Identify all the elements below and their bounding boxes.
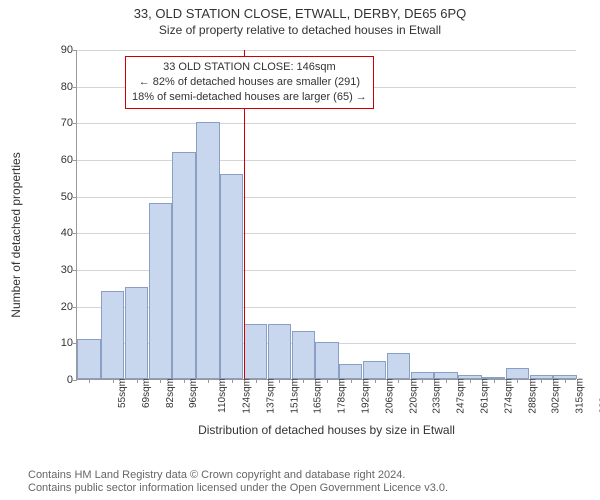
y-tick-label: 20 — [49, 301, 73, 313]
annotation-box: 33 OLD STATION CLOSE: 146sqm ← 82% of de… — [125, 56, 374, 109]
y-tick-label: 0 — [49, 374, 73, 386]
x-tick-label: 192sqm — [361, 378, 372, 414]
annotation-line-3: 18% of semi-detached houses are larger (… — [132, 90, 367, 105]
x-tick-label: 206sqm — [384, 378, 395, 414]
x-tick-label: 261sqm — [480, 378, 491, 414]
bar — [411, 372, 434, 379]
x-tick-label: 69sqm — [141, 378, 152, 408]
bar — [315, 342, 338, 379]
bar — [268, 324, 291, 379]
x-axis-label: Distribution of detached houses by size … — [198, 423, 455, 437]
y-tick-label: 80 — [49, 81, 73, 93]
x-tick-label: 233sqm — [432, 378, 443, 414]
y-tick-label: 50 — [49, 191, 73, 203]
y-tick-label: 60 — [49, 154, 73, 166]
x-tick-label: 220sqm — [408, 378, 419, 414]
bar — [172, 152, 195, 379]
bar — [101, 291, 124, 379]
y-tick-label: 40 — [49, 227, 73, 239]
x-tick-label: 110sqm — [217, 378, 228, 413]
bar — [196, 122, 219, 379]
chart-container: Number of detached properties 0102030405… — [46, 50, 576, 420]
x-tick-label: 82sqm — [165, 378, 176, 408]
footer-line-2: Contains public sector information licen… — [28, 482, 448, 496]
x-tick-label: 315sqm — [575, 378, 586, 414]
bar — [387, 353, 410, 379]
footer-line-1: Contains HM Land Registry data © Crown c… — [28, 469, 448, 483]
x-tick-label: 178sqm — [337, 378, 348, 414]
plot-area: 0102030405060708090 55sqm69sqm82sqm96sqm… — [76, 50, 576, 380]
x-tick-label: 288sqm — [527, 378, 538, 414]
chart-title: 33, OLD STATION CLOSE, ETWALL, DERBY, DE… — [0, 0, 600, 23]
x-tick-label: 247sqm — [456, 378, 467, 414]
bar — [77, 339, 100, 379]
y-tick-label: 70 — [49, 117, 73, 129]
annotation-line-2: ← 82% of detached houses are smaller (29… — [132, 75, 367, 90]
bar — [220, 174, 243, 379]
y-tick-label: 10 — [49, 337, 73, 349]
bar — [506, 368, 529, 379]
x-tick-label: 124sqm — [242, 378, 253, 414]
bar — [363, 361, 386, 379]
x-tick-label: 96sqm — [188, 378, 199, 408]
annotation-line-1: 33 OLD STATION CLOSE: 146sqm — [132, 60, 367, 75]
footer-attribution: Contains HM Land Registry data © Crown c… — [28, 469, 448, 497]
bar — [149, 203, 172, 379]
x-tick-label: 302sqm — [551, 378, 562, 414]
x-tick-label: 137sqm — [265, 378, 276, 414]
bar — [434, 372, 457, 379]
bar — [125, 287, 148, 379]
chart-subtitle: Size of property relative to detached ho… — [0, 23, 600, 41]
x-tick-label: 151sqm — [289, 378, 300, 414]
y-tick-label: 30 — [49, 264, 73, 276]
bar — [339, 364, 362, 379]
bar — [292, 331, 315, 379]
y-axis-label: Number of detached properties — [9, 152, 23, 317]
x-tick-label: 274sqm — [503, 378, 514, 414]
x-tick-label: 165sqm — [313, 378, 324, 414]
y-tick-label: 90 — [49, 44, 73, 56]
x-tick-label: 55sqm — [117, 378, 128, 408]
bar — [244, 324, 267, 379]
